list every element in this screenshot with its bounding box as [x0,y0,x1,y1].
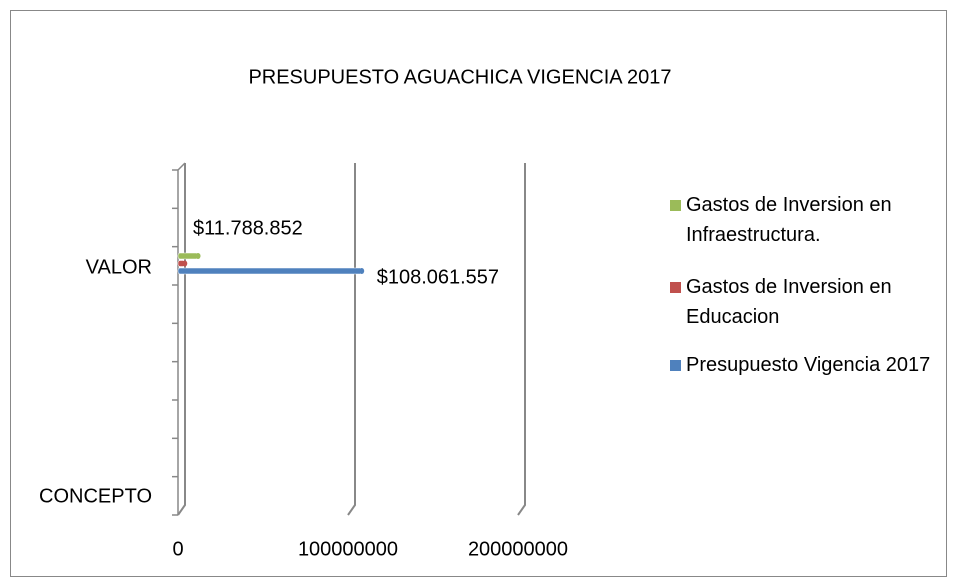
legend-swatch [670,360,681,371]
grid-line [517,163,526,516]
data-label: $108.061.557 [377,266,499,288]
legend-label: Gastos de Inversion en Educacion [686,276,892,328]
bar [177,252,199,260]
y-tick-label: CONCEPTO [39,485,152,507]
legend-swatch [670,200,681,211]
x-tick-label: 100000000 [298,538,398,560]
bar-cap [182,260,188,267]
legend-label: Presupuesto Vigencia 2017 [686,354,931,376]
bar-cap [359,268,365,274]
grid-line [177,163,186,516]
chart-border [10,10,947,577]
x-tick-label: 200000000 [468,538,568,560]
chart-title: PRESUPUESTO AGUACHICA VIGENCIA 2017 [248,66,671,88]
category-axis [177,162,186,515]
bar [177,267,362,275]
legend-label: Gastos de Inversion en Infraestructura. [686,194,892,246]
bar-cap [195,253,201,259]
data-label: $11.788.852 [193,217,303,239]
y-tick-label: VALOR [86,256,152,278]
grid-line [347,163,356,516]
x-tick-label: 0 [172,538,183,560]
legend-swatch [670,282,681,293]
